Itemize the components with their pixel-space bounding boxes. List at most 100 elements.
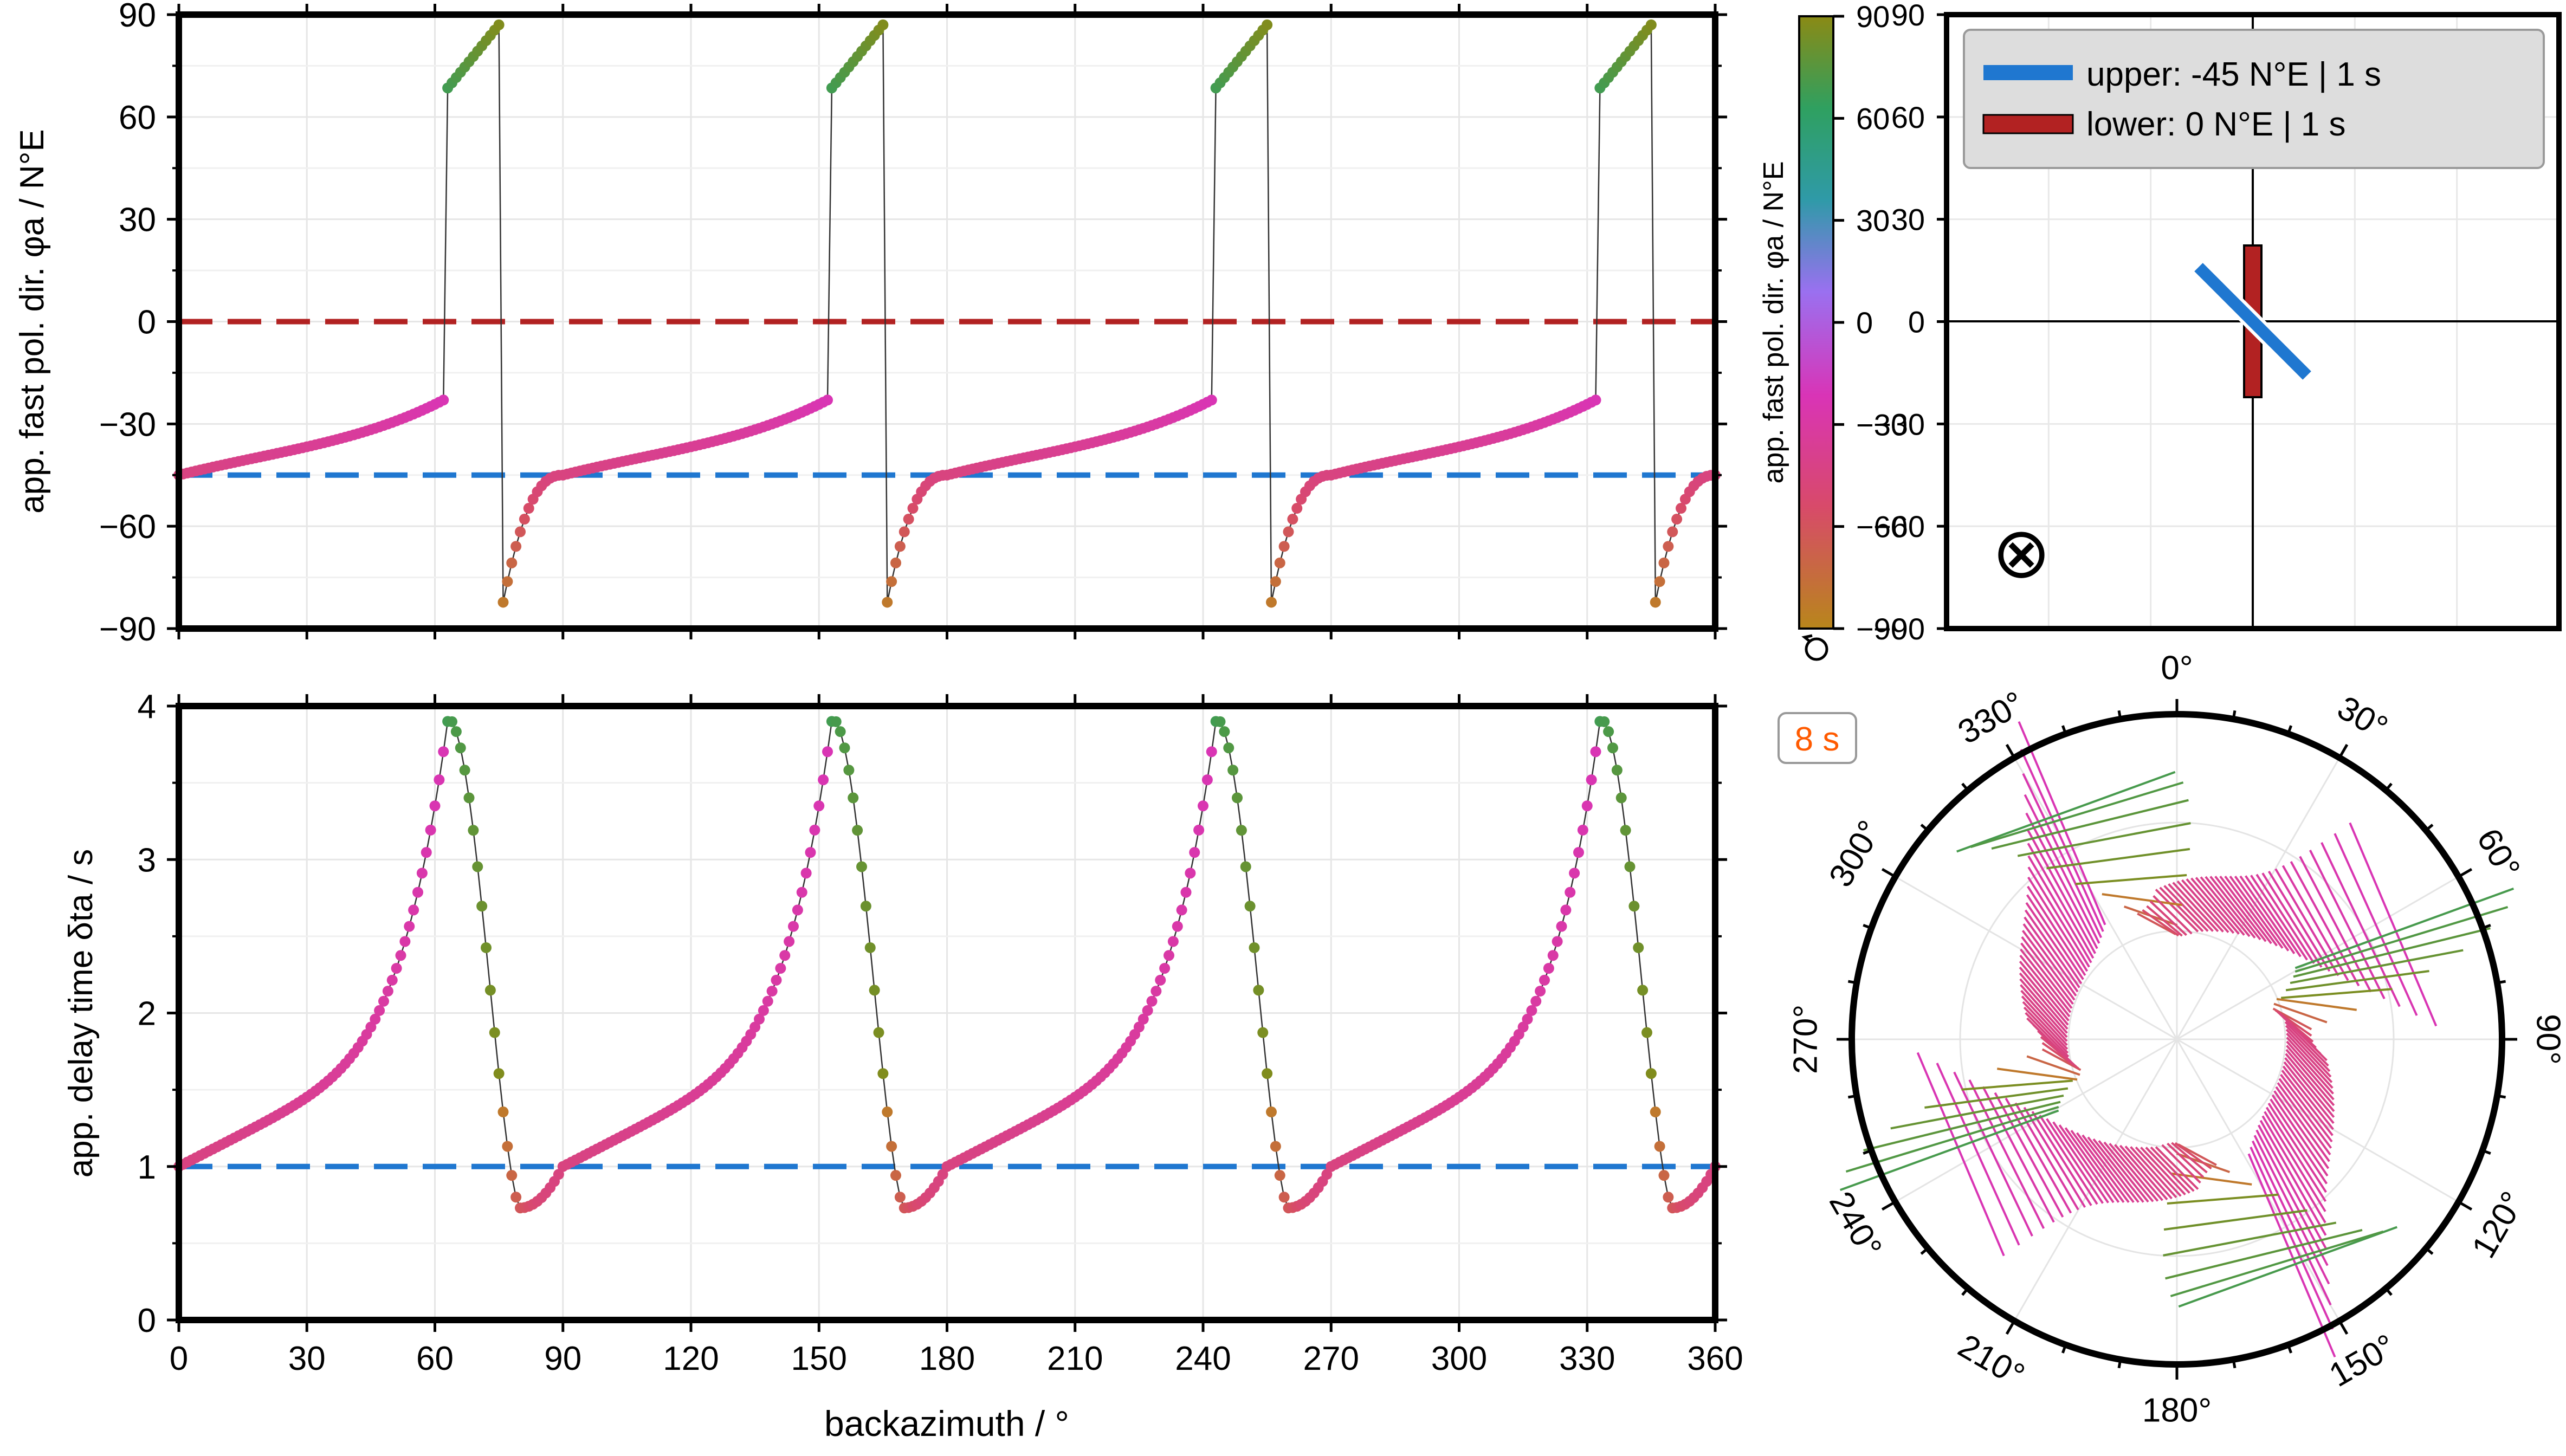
polar-tick <box>2117 710 2122 720</box>
dt-point <box>1133 1021 1145 1033</box>
polar-bar <box>2234 876 2290 952</box>
phi-grid <box>178 14 1716 630</box>
polar-bar <box>2190 877 2240 935</box>
polar-tick <box>1863 1149 1872 1155</box>
dt-point <box>749 1021 761 1033</box>
dt-point <box>404 921 415 932</box>
phi-point <box>510 541 522 552</box>
polar-bar <box>1961 1079 2073 1091</box>
legend-lower-label: lower: 0 N°E | 1 s <box>2086 106 2346 143</box>
polar-bar <box>2020 948 2072 1013</box>
polar-bar <box>2239 875 2296 954</box>
phi-yticks: −90 −60 −30 0 30 60 90 <box>99 0 1727 648</box>
dt-point <box>416 868 428 879</box>
polar-bar <box>2019 960 2070 1021</box>
polar-bar <box>2255 873 2315 964</box>
dt-point <box>484 985 496 996</box>
x-tick-label: 90 <box>544 1340 581 1377</box>
model-yticks: −90 −60 −30 0 30 60 90 <box>1873 0 1947 646</box>
dt-point <box>1185 868 1196 879</box>
dt-point <box>877 1068 889 1079</box>
phi-point <box>1671 514 1683 525</box>
polar-bar <box>2172 882 2219 933</box>
polar-bar <box>1956 771 2176 853</box>
phi-point <box>506 557 518 568</box>
dt-point <box>1522 1013 1533 1025</box>
polar-tick <box>1863 923 1872 930</box>
colorbar: −90 −60 −30 0 30 60 90 app. fast pol. dir. φa … <box>1758 0 1908 661</box>
dt-point <box>1628 901 1640 912</box>
propagation-direction-icon: ⊗ <box>1992 513 2051 592</box>
dt-point <box>1569 868 1580 879</box>
polar-bar <box>2205 876 2256 939</box>
phi-point <box>519 514 530 525</box>
polar-bar <box>2247 1153 2336 1358</box>
dt-point <box>800 868 812 879</box>
polar-bar <box>2255 1129 2329 1266</box>
dt-point <box>1517 1021 1529 1033</box>
dt-point <box>1624 861 1636 872</box>
phi-point <box>1287 514 1298 525</box>
polar-bar <box>2019 972 2069 1030</box>
model-y-tick-label: 0 <box>1908 305 1925 339</box>
y-tick-label: 60 <box>119 99 156 137</box>
polar-bar <box>2145 1147 2190 1194</box>
dt-point <box>455 742 466 754</box>
polar-bar <box>2124 1146 2173 1200</box>
polar-tick <box>2384 1287 2393 1296</box>
polar-tick <box>1961 1287 1969 1296</box>
dt-point <box>374 1005 385 1016</box>
phi-point <box>1676 503 1686 514</box>
dt-point <box>1641 1027 1652 1038</box>
polar-bar <box>2019 954 2071 1018</box>
polar-angle-label: 90° <box>2530 1014 2566 1065</box>
dt-point <box>1253 985 1264 996</box>
dt-point <box>1530 995 1542 1007</box>
polar-tick <box>1847 980 1857 985</box>
dt-point <box>1180 886 1192 898</box>
polar-bar <box>2130 1146 2177 1199</box>
polar-angle-label: 300° <box>1822 814 1889 894</box>
polar-bar <box>2286 1037 2334 1089</box>
dt-point <box>395 950 406 961</box>
dt-point <box>497 1106 509 1118</box>
dt-point <box>1590 746 1601 758</box>
upper-layer-bar <box>2194 263 2311 380</box>
polar-bar <box>2273 1090 2330 1169</box>
dt-point <box>1586 774 1597 786</box>
dt-point <box>830 716 842 727</box>
dt-point <box>864 942 876 953</box>
polar-bar <box>2200 876 2251 937</box>
dt-point <box>1581 800 1593 812</box>
dt-point <box>1278 1192 1290 1203</box>
dt-point <box>1552 936 1563 947</box>
dt-point <box>425 824 436 836</box>
y-tick-label: 2 <box>138 995 156 1033</box>
polar-bars <box>1839 721 2515 1358</box>
polar-bar <box>2109 1143 2159 1202</box>
phi-point <box>1266 597 1277 608</box>
polar-tick <box>2481 923 2491 930</box>
polar-tick <box>1920 824 1929 832</box>
polar-bar <box>1953 1071 2033 1237</box>
dt-xticks: 0 30 60 90 120 150 180 210 240 270 300 330 360 <box>170 694 1743 1377</box>
dt-point <box>1607 742 1618 754</box>
polar-angle-label: 30° <box>2331 689 2394 747</box>
polar-bar <box>2031 1111 2092 1206</box>
polar-bar <box>2285 1025 2331 1072</box>
x-tick-label: 180 <box>919 1340 975 1377</box>
dt-point <box>886 1141 897 1152</box>
polar-bar <box>2275 1086 2330 1162</box>
phi-point <box>515 526 526 538</box>
polar-tick <box>2497 980 2506 985</box>
x-tick-label: 150 <box>791 1340 847 1377</box>
dt-point <box>429 800 441 812</box>
dt-point <box>1262 1068 1273 1079</box>
polar-bar <box>2293 927 2491 978</box>
dt-point <box>1198 800 1208 812</box>
polar-bar <box>2025 812 2098 949</box>
dt-point <box>468 825 479 836</box>
polar-bar <box>2022 923 2077 996</box>
polar-bar <box>2025 902 2083 985</box>
polar-bar <box>2021 930 2076 1001</box>
